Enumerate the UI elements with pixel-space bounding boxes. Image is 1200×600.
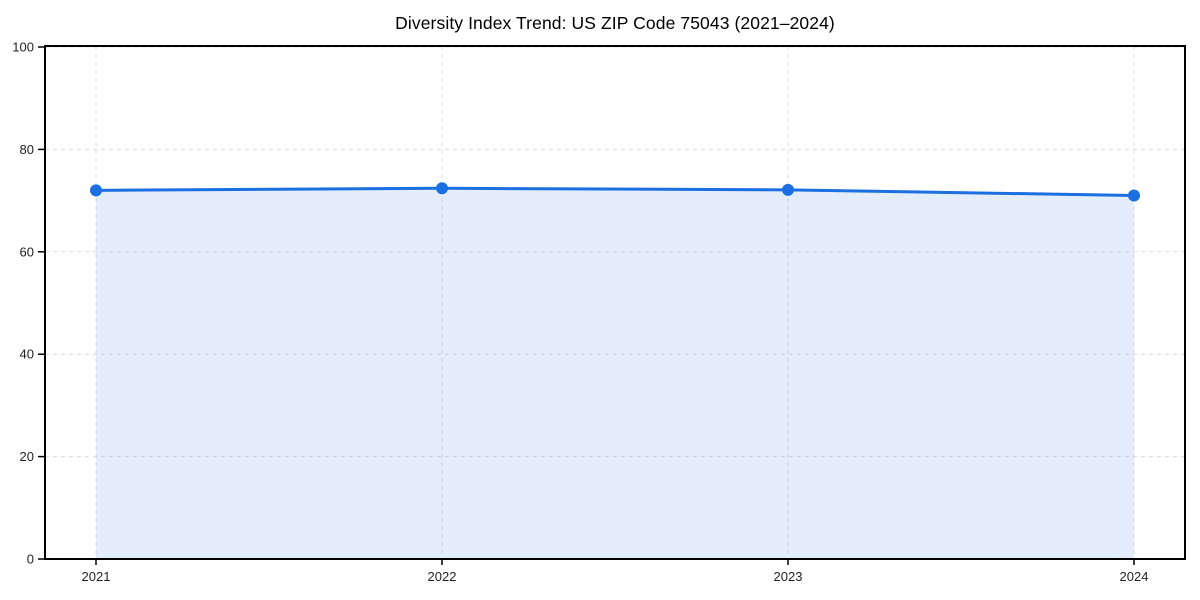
- data-point-marker-2022: [436, 182, 448, 195]
- x-tick-label: 2021: [82, 569, 111, 584]
- plot-border: [44, 45, 1186, 560]
- data-point-marker-2023: [782, 183, 794, 196]
- x-tick-label: 2024: [1120, 569, 1149, 584]
- y-tick-label: 0: [27, 552, 34, 567]
- x-tick-label: 2023: [774, 569, 803, 584]
- y-tick-label: 80: [20, 142, 34, 157]
- y-tick-label: 100: [12, 40, 34, 55]
- trend-line: [94, 186, 1136, 197]
- chart-title: Diversity Index Trend: US ZIP Code 75043…: [395, 13, 835, 33]
- area-fill: [96, 188, 1134, 559]
- y-tick-label: 60: [20, 244, 34, 259]
- data-point-marker-2021: [90, 184, 102, 197]
- data-point-marker-2024: [1128, 189, 1140, 202]
- y-tick-label: 40: [20, 347, 34, 362]
- y-tick-label: 20: [20, 449, 34, 464]
- x-tick-label: 2022: [428, 569, 457, 584]
